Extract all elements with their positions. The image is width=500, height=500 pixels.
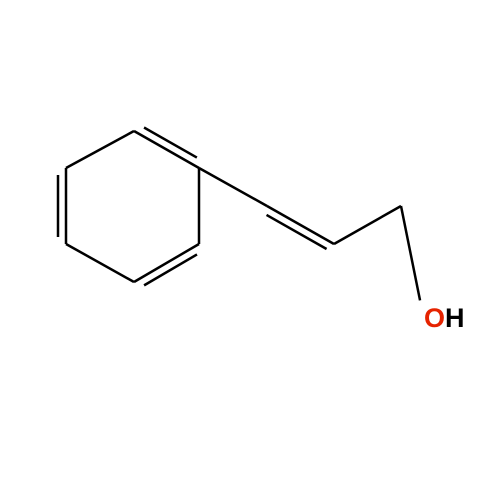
molecule-diagram: OH xyxy=(0,0,500,500)
o-label: OH xyxy=(424,303,465,333)
